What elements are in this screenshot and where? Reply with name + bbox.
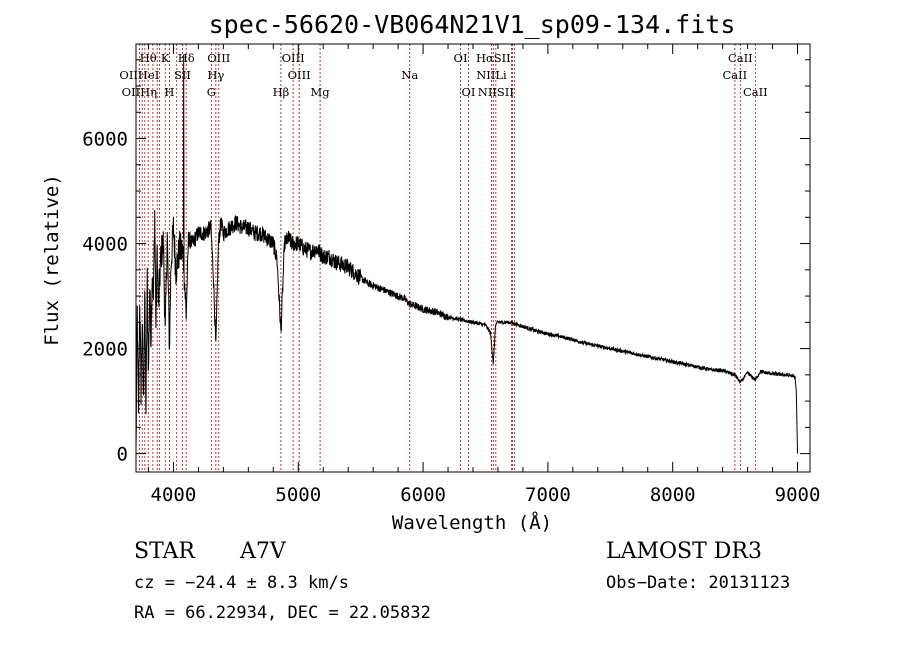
line-label: Hδ <box>178 51 195 65</box>
x-tick-label: 9000 <box>775 484 821 506</box>
spectral-line-markers <box>138 44 756 472</box>
line-label: NIISII <box>478 85 514 99</box>
line-label: CaII <box>743 85 768 99</box>
cz-text: cz = −24.4 ± 8.3 km/s <box>134 573 349 593</box>
line-label: HαSII <box>476 51 511 65</box>
spectral-line-labels: Hθ K Hδ OIII OIII OI HαSII CaII OIIHeI SII Hγ OIII N… <box>119 51 767 99</box>
y-tick-label: 6000 <box>82 129 128 151</box>
line-label: OIII <box>207 51 230 65</box>
line-label: OI <box>462 85 476 99</box>
chart-title: spec-56620-VB064N21V1_sp09-134.fits <box>209 10 736 39</box>
line-label: OIII <box>282 51 305 65</box>
x-tick-label: 6000 <box>400 484 446 506</box>
line-label: K <box>161 51 170 65</box>
subclass-label: A7V <box>240 539 286 564</box>
line-label: NIILi <box>476 68 507 82</box>
line-label: Hθ <box>140 51 157 65</box>
line-label: CaII <box>722 68 747 82</box>
line-label: SII <box>174 68 191 82</box>
line-label: Mg <box>311 85 331 99</box>
plot-frame <box>135 43 811 473</box>
x-tick-label: 7000 <box>525 484 571 506</box>
line-label: OIII <box>288 68 311 82</box>
y-tick-label: 2000 <box>82 339 128 361</box>
coords-text: RA = 66.22934, DEC = 22.05832 <box>134 603 431 623</box>
class-label: STAR <box>134 539 195 564</box>
line-label: Na <box>401 68 418 82</box>
line-label: Hβ <box>273 85 290 99</box>
line-label: CaII <box>728 51 753 65</box>
axes: 4000 5000 6000 7000 8000 9000 0 2000 4000 6000 <box>82 44 820 506</box>
x-tick-label: 8000 <box>650 484 696 506</box>
x-tick-label: 4000 <box>151 484 197 506</box>
line-label: H <box>164 85 174 99</box>
x-axis-label: Wavelength (Å) <box>392 511 552 534</box>
x-tick-label: 5000 <box>275 484 321 506</box>
y-tick-label: 4000 <box>82 234 128 256</box>
line-label: G <box>207 85 216 99</box>
line-label: OIIHeI <box>119 68 159 82</box>
y-axis-label: Flux (relative) <box>41 174 63 346</box>
y-tick-label: 0 <box>117 444 128 466</box>
spectrum-line <box>135 54 799 454</box>
line-label: Hγ <box>207 68 224 82</box>
obs-date-text: Obs−Date: 20131123 <box>606 573 791 593</box>
survey-label: LAMOST DR3 <box>606 539 762 564</box>
line-label: OIIHη <box>122 85 158 99</box>
line-label: OI <box>454 51 468 65</box>
